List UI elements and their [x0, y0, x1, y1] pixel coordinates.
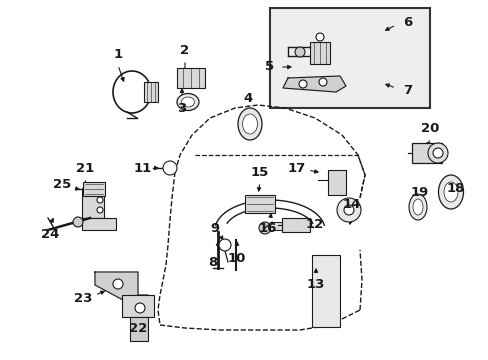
- Text: 17: 17: [287, 162, 305, 175]
- Ellipse shape: [177, 94, 199, 111]
- Text: 7: 7: [403, 84, 412, 96]
- Circle shape: [315, 33, 324, 41]
- Bar: [143, 82, 158, 102]
- Text: 10: 10: [227, 252, 245, 265]
- Circle shape: [97, 197, 103, 203]
- Text: 14: 14: [342, 198, 361, 211]
- Bar: [269, 222, 282, 230]
- Circle shape: [432, 148, 442, 158]
- Ellipse shape: [443, 182, 457, 202]
- Text: 2: 2: [180, 44, 189, 57]
- Text: 23: 23: [74, 292, 92, 305]
- Text: 11: 11: [134, 162, 152, 175]
- Circle shape: [259, 222, 270, 234]
- Circle shape: [336, 198, 360, 222]
- Text: 6: 6: [403, 15, 412, 28]
- Bar: [122, 295, 154, 317]
- Circle shape: [427, 143, 447, 163]
- Ellipse shape: [412, 199, 422, 215]
- Bar: [309, 42, 329, 64]
- Bar: [269, 8, 429, 108]
- Ellipse shape: [408, 194, 426, 220]
- Circle shape: [163, 161, 177, 175]
- Bar: [130, 317, 148, 341]
- Text: 12: 12: [305, 219, 324, 231]
- Text: 24: 24: [41, 229, 59, 242]
- Text: 18: 18: [446, 181, 464, 194]
- Ellipse shape: [181, 97, 194, 107]
- Bar: [83, 182, 105, 196]
- Circle shape: [73, 217, 83, 227]
- Ellipse shape: [242, 114, 257, 134]
- Circle shape: [294, 47, 305, 57]
- Bar: [311, 255, 339, 327]
- Text: 1: 1: [113, 49, 122, 62]
- Bar: [411, 143, 441, 163]
- Text: 13: 13: [306, 279, 325, 292]
- Polygon shape: [283, 76, 346, 92]
- Text: 19: 19: [410, 186, 428, 199]
- Text: 9: 9: [210, 221, 219, 234]
- Circle shape: [219, 239, 230, 251]
- Text: 15: 15: [250, 166, 268, 179]
- Bar: [327, 170, 346, 195]
- Circle shape: [343, 205, 353, 215]
- Circle shape: [97, 207, 103, 213]
- Ellipse shape: [238, 108, 262, 140]
- Bar: [244, 195, 274, 213]
- Circle shape: [135, 303, 145, 313]
- Circle shape: [318, 78, 326, 86]
- Circle shape: [113, 279, 123, 289]
- Bar: [177, 68, 204, 88]
- Text: 16: 16: [258, 221, 277, 234]
- Text: 25: 25: [53, 179, 71, 192]
- Text: 4: 4: [243, 91, 252, 104]
- Text: 22: 22: [129, 321, 147, 334]
- Bar: [282, 218, 309, 232]
- Ellipse shape: [438, 175, 463, 209]
- Text: 8: 8: [208, 256, 217, 270]
- Polygon shape: [95, 272, 148, 308]
- Text: 3: 3: [177, 102, 186, 114]
- Bar: [82, 188, 104, 218]
- Text: 5: 5: [265, 60, 274, 73]
- Circle shape: [298, 80, 306, 88]
- Bar: [82, 218, 116, 230]
- Text: 21: 21: [76, 162, 94, 175]
- Text: 20: 20: [420, 122, 438, 135]
